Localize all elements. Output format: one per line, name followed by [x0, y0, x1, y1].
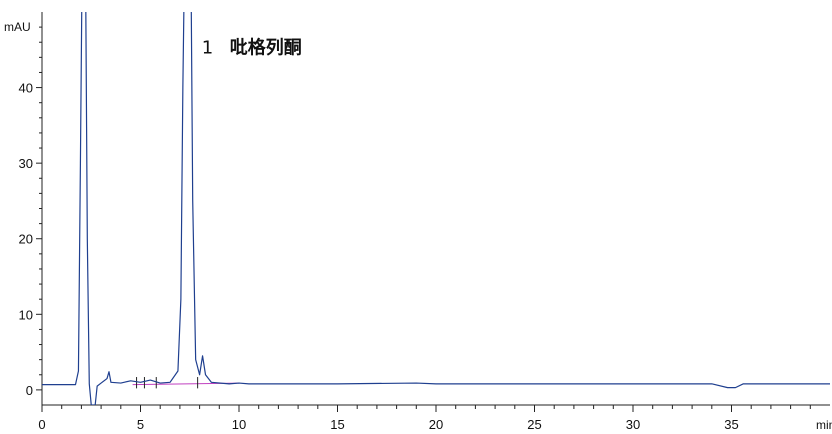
- peak-1-label: 1: [202, 38, 213, 59]
- x-axis-ticks: 0 5 10 15 20 25 30 35: [38, 405, 811, 432]
- x-tick-label: 35: [724, 417, 738, 432]
- x-tick-label: 30: [626, 417, 640, 432]
- y-tick-label: 10: [19, 307, 33, 322]
- x-tick-label: 15: [330, 417, 344, 432]
- series-line: [42, 12, 830, 405]
- y-tick-label: 20: [19, 232, 33, 247]
- y-tick-label: 0: [26, 383, 33, 398]
- plot-area: 0 10 20 30 40 0 5 10 15 20 25 30 35 mAU min 1 吡格列酮: [4, 12, 832, 432]
- y-tick-label: 40: [19, 81, 33, 96]
- y-axis-ticks: 0 10 20 30 40: [19, 26, 42, 398]
- series-layer: [42, 12, 830, 405]
- x-tick-label: 25: [527, 417, 541, 432]
- peak-1-name: 吡格列酮: [230, 37, 302, 59]
- y-axis-unit: mAU: [4, 20, 31, 34]
- x-tick-label: 0: [38, 417, 45, 432]
- x-tick-label: 5: [137, 417, 144, 432]
- annotations: 1 吡格列酮: [202, 37, 302, 59]
- x-tick-label: 10: [232, 417, 246, 432]
- x-tick-label: 20: [429, 417, 443, 432]
- x-axis-unit: min: [816, 418, 832, 432]
- y-tick-label: 30: [19, 156, 33, 171]
